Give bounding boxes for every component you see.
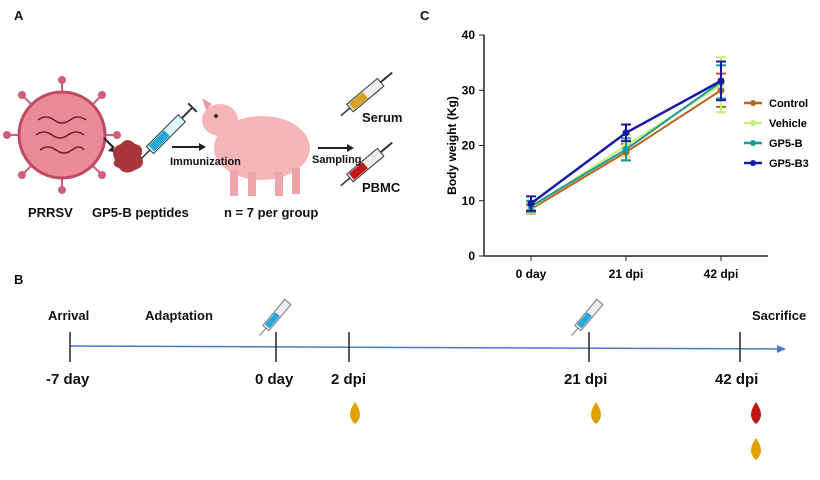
syringe-icon xyxy=(140,102,198,160)
y-tick-label: 0 xyxy=(468,249,475,263)
pig-icon xyxy=(202,98,310,196)
tick-label: 42 dpi xyxy=(715,371,759,388)
tick-label: 2 dpi xyxy=(331,371,367,388)
x-tick-label: 21 dpi xyxy=(609,267,644,281)
immunization-label: Immunization xyxy=(170,156,241,168)
panel-a-label: A xyxy=(14,8,24,23)
y-axis-label: Body weight (Kg) xyxy=(445,96,459,195)
peptide-icon xyxy=(113,140,143,173)
data-point xyxy=(622,145,630,153)
data-point xyxy=(527,200,535,208)
legend-label: GP5-B xyxy=(769,138,803,150)
legend-marker xyxy=(750,140,756,146)
syringe-icon xyxy=(571,298,604,336)
serum-drop-icon xyxy=(591,402,601,424)
y-tick-label: 20 xyxy=(462,139,476,153)
tick-label: 0 day xyxy=(255,371,294,388)
group-label: n = 7 per group xyxy=(224,205,319,220)
y-tick-label: 40 xyxy=(462,28,476,42)
legend-label: Vehicle xyxy=(769,118,807,130)
virus-label: PRRSV xyxy=(28,205,73,220)
panel-a-illustration xyxy=(3,71,393,196)
blood-drop-icon xyxy=(751,402,761,424)
serum-drop-icon xyxy=(751,438,761,460)
sampling-label: Sampling xyxy=(312,154,362,166)
virus-icon xyxy=(3,76,121,194)
timeline xyxy=(69,298,786,460)
tick-label: 21 dpi xyxy=(564,371,608,388)
y-tick-label: 30 xyxy=(462,83,476,97)
syringe-icon xyxy=(259,298,292,336)
legend-label: GP5-B3 xyxy=(769,158,809,170)
peptides-label: GP5-B peptides xyxy=(92,205,189,220)
legend-marker xyxy=(750,160,756,166)
x-tick-label: 42 dpi xyxy=(704,267,739,281)
legend-label: Control xyxy=(769,98,808,110)
pbmc-label: PBMC xyxy=(362,180,401,195)
sacrifice-label: Sacrifice xyxy=(752,308,807,323)
serum-drop-icon xyxy=(350,402,360,424)
adaptation-label: Adaptation xyxy=(145,308,213,323)
panel-c-label: C xyxy=(420,8,430,23)
tick-label: -7 day xyxy=(46,371,90,388)
serum-label: Serum xyxy=(362,110,403,125)
data-point xyxy=(622,129,630,137)
legend-marker xyxy=(750,100,756,106)
serum-syringe-icon xyxy=(340,71,393,117)
y-tick-label: 10 xyxy=(462,194,476,208)
arrival-label: Arrival xyxy=(48,308,90,323)
pbmc-syringe-icon xyxy=(340,141,393,187)
x-tick-label: 0 day xyxy=(516,267,547,281)
legend-marker xyxy=(750,120,756,126)
data-point xyxy=(717,77,725,85)
panel-b-label: B xyxy=(14,272,24,287)
body-weight-chart: 0 10 20 30 40 0 day 21 dpi 42 dpi Body weight (K… xyxy=(445,28,809,281)
timeline-axis xyxy=(69,345,781,350)
